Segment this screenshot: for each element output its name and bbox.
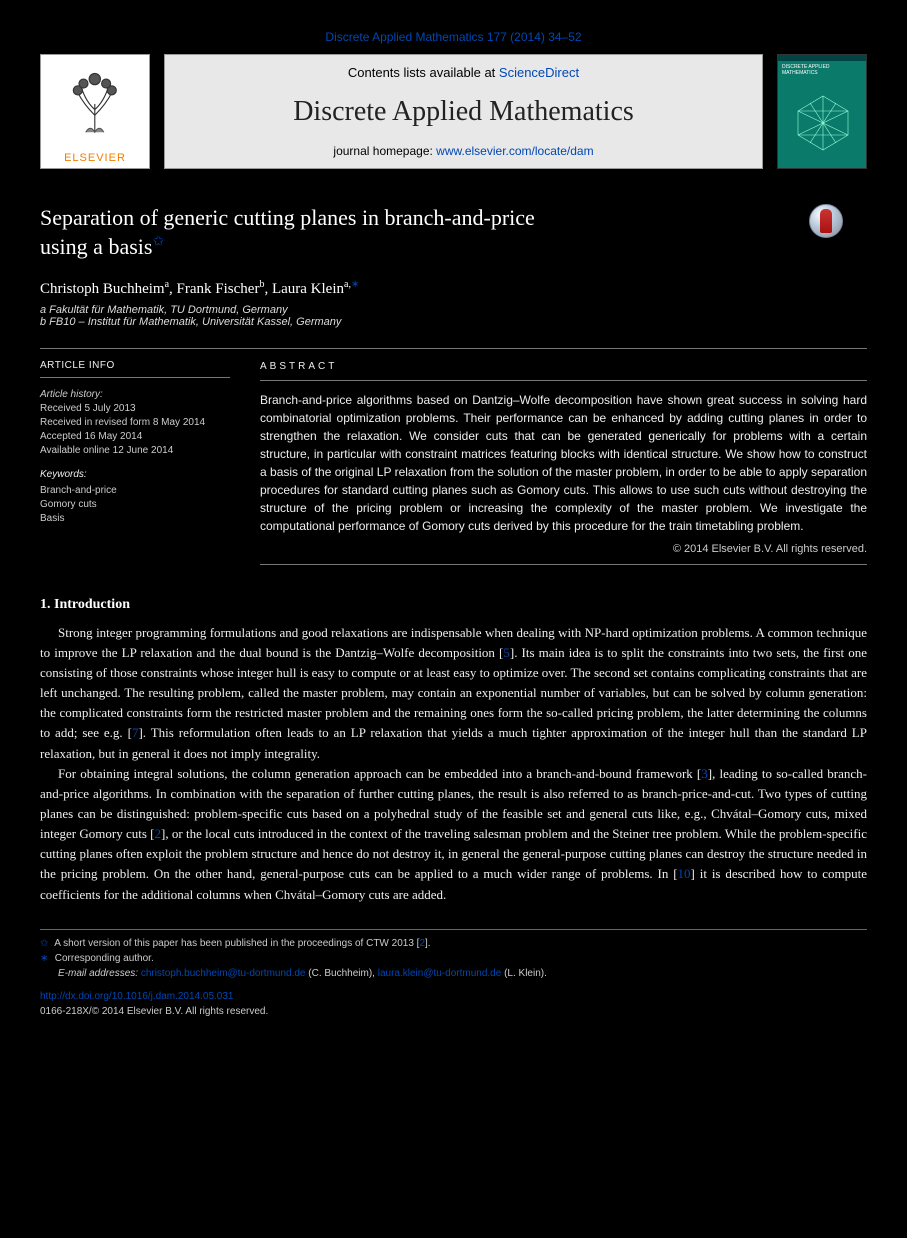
affiliations: a Fakultät für Mathematik, TU Dortmund, … (40, 304, 867, 328)
article-info-heading: ARTICLE INFO (40, 359, 230, 373)
cover-graph-icon (788, 93, 858, 153)
journal-banner: Contents lists available at ScienceDirec… (164, 54, 763, 169)
meta-row: ARTICLE INFO Article history: Received 5… (40, 359, 867, 575)
sciencedirect-link[interactable]: ScienceDirect (499, 65, 579, 80)
keyword-2: Gomory cuts (40, 498, 230, 512)
journal-title: Discrete Applied Mathematics (175, 96, 752, 128)
abstract-heading: ABSTRACT (260, 359, 867, 374)
title-footnote-symbol: ✩ (152, 234, 164, 249)
corresponding-symbol: ∗ (351, 279, 359, 290)
homepage-link[interactable]: www.elsevier.com/locate/dam (436, 144, 593, 158)
contents-available: Contents lists available at ScienceDirec… (175, 65, 752, 80)
received: Received 5 July 2013 (40, 402, 230, 416)
affiliation-a: a Fakultät für Mathematik, TU Dortmund, … (40, 304, 867, 316)
page: Discrete Applied Mathematics 177 (2014) … (0, 0, 907, 1039)
author-1-affil: a (165, 279, 169, 290)
top-citation: Discrete Applied Mathematics 177 (2014) … (40, 30, 867, 44)
footnote-doi-block: http://dx.doi.org/10.1016/j.dam.2014.05.… (40, 989, 867, 1019)
accepted: Accepted 16 May 2014 (40, 430, 230, 444)
keyword-3: Basis (40, 512, 230, 526)
keyword-1: Branch-and-price (40, 484, 230, 498)
section-1-para-1: Strong integer programming formulations … (40, 623, 867, 764)
author-2-affil: b (259, 279, 264, 290)
footnote-emails: E-mail addresses: christoph.buchheim@tu-… (40, 966, 867, 981)
doi-link[interactable]: http://dx.doi.org/10.1016/j.dam.2014.05.… (40, 991, 233, 1002)
crossmark-icon[interactable] (809, 204, 843, 238)
footnote-1-symbol: ✩ (40, 936, 52, 951)
journal-homepage: journal homepage: www.elsevier.com/locat… (175, 144, 752, 158)
title-line1: Separation of generic cutting planes in … (40, 205, 535, 230)
author-3: Laura Klein (272, 281, 344, 297)
header-row: ELSEVIER Contents lists available at Sci… (40, 54, 867, 169)
email-1[interactable]: christoph.buchheim@tu-dortmund.de (141, 968, 306, 979)
author-2: Frank Fischer (177, 281, 260, 297)
abstract-copyright: © 2014 Elsevier B.V. All rights reserved… (260, 541, 867, 558)
revised: Received in revised form 8 May 2014 (40, 416, 230, 430)
cover-title: DISCRETE APPLIED MATHEMATICS (778, 61, 866, 76)
email-label: E-mail addresses: (58, 968, 141, 979)
homepage-prefix: journal homepage: (333, 144, 436, 158)
issn-line: 0166-218X/© 2014 Elsevier B.V. All right… (40, 1004, 867, 1019)
section-1-body: Strong integer programming formulations … (40, 623, 867, 905)
abstract: ABSTRACT Branch-and-price algorithms bas… (260, 359, 867, 575)
section-1-heading: 1. Introduction (40, 597, 867, 613)
email-2[interactable]: laura.klein@tu-dortmund.de (378, 968, 502, 979)
article-info: ARTICLE INFO Article history: Received 5… (40, 359, 230, 575)
abstract-body: Branch-and-price algorithms based on Dan… (260, 391, 867, 535)
journal-cover-thumbnail[interactable]: DISCRETE APPLIED MATHEMATICS (777, 54, 867, 169)
paper-title: Separation of generic cutting planes in … (40, 204, 680, 261)
footnote-2-symbol: ∗ (40, 951, 52, 966)
divider (40, 348, 867, 349)
contents-prefix: Contents lists available at (348, 65, 499, 80)
footnotes: ✩ A short version of this paper has been… (40, 929, 867, 1019)
title-line2: using a basis (40, 234, 152, 259)
affiliation-b: b FB10 – Institut für Mathematik, Univer… (40, 316, 867, 328)
footnote-2: ∗ Corresponding author. (40, 951, 867, 966)
title-block: Separation of generic cutting planes in … (40, 204, 867, 261)
section-1-para-2: For obtaining integral solutions, the co… (40, 764, 867, 905)
online: Available online 12 June 2014 (40, 444, 230, 458)
elsevier-brand-text: ELSEVIER (64, 152, 126, 168)
history-heading: Article history: (40, 388, 230, 402)
keywords-heading: Keywords: (40, 468, 230, 482)
elsevier-tree-icon (41, 55, 149, 152)
elsevier-logo[interactable]: ELSEVIER (40, 54, 150, 169)
author-3-affil: a, (344, 279, 351, 290)
footnote-1: ✩ A short version of this paper has been… (40, 936, 867, 951)
authors: Christoph Buchheima, Frank Fischerb, Lau… (40, 279, 867, 298)
author-1: Christoph Buchheim (40, 281, 165, 297)
ref-10[interactable]: 10 (678, 866, 691, 881)
